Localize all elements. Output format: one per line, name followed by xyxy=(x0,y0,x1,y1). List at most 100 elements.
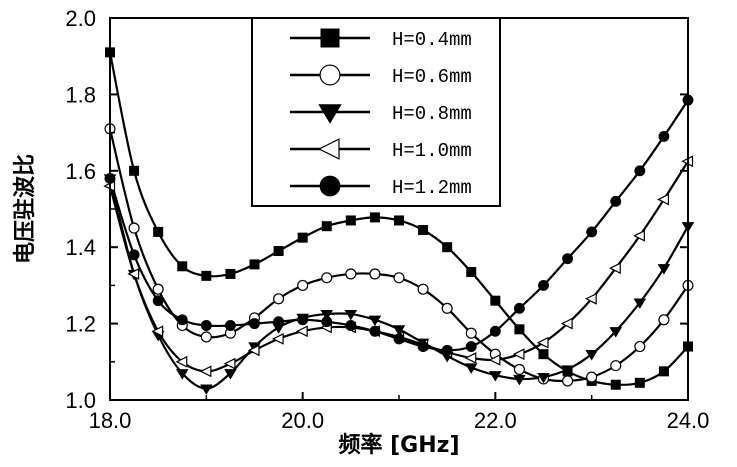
data-point xyxy=(537,372,550,384)
legend-marker-5 xyxy=(319,175,341,197)
data-point xyxy=(418,225,429,236)
data-point xyxy=(513,363,525,375)
data-point xyxy=(658,366,669,377)
data-point xyxy=(441,302,453,314)
data-point xyxy=(610,360,622,372)
data-point xyxy=(513,374,526,386)
data-point xyxy=(465,327,477,339)
legend-label-1: H=0.4mm xyxy=(392,29,472,51)
legend-marker-1 xyxy=(320,28,340,48)
x-tick-label: 24.0 xyxy=(667,408,710,433)
x-tick-label: 18.0 xyxy=(89,408,132,433)
data-point xyxy=(657,193,670,206)
data-point xyxy=(368,315,382,327)
data-point xyxy=(223,357,236,370)
data-point xyxy=(633,229,645,242)
data-point xyxy=(586,226,598,238)
data-point xyxy=(489,325,501,337)
data-point xyxy=(514,324,525,335)
data-point xyxy=(466,267,477,278)
data-point xyxy=(512,348,525,361)
data-point xyxy=(151,325,164,338)
data-point xyxy=(345,215,356,226)
data-point xyxy=(201,270,212,281)
data-point xyxy=(538,349,549,360)
y-tick-label: 1.2 xyxy=(65,312,96,337)
data-point xyxy=(464,352,477,364)
data-point xyxy=(586,371,598,383)
data-point xyxy=(585,350,598,361)
data-point xyxy=(297,314,309,326)
data-point xyxy=(177,261,188,272)
data-point xyxy=(658,130,670,142)
data-point xyxy=(273,316,285,328)
data-point xyxy=(394,215,404,226)
x-tick-label: 20.0 xyxy=(281,408,324,433)
data-point xyxy=(297,279,309,291)
data-point xyxy=(584,292,597,305)
legend-label-3: H=0.8mm xyxy=(392,103,472,125)
data-point xyxy=(417,283,429,295)
x-axis-label: 频率 [GHz] xyxy=(338,432,459,458)
legend-label-2: H=0.6mm xyxy=(392,66,472,88)
data-point xyxy=(634,377,645,388)
data-point xyxy=(153,226,164,237)
data-point xyxy=(152,295,164,307)
data-point xyxy=(464,363,478,374)
legend-label-4: H=1.0mm xyxy=(392,140,472,162)
data-point xyxy=(176,314,188,326)
data-point xyxy=(465,341,477,352)
data-point xyxy=(175,355,188,368)
data-point xyxy=(345,268,357,280)
data-point xyxy=(657,264,671,275)
series-line-3 xyxy=(108,178,689,390)
legend-marker-4 xyxy=(317,138,340,160)
axis-ticks xyxy=(109,17,689,401)
data-point xyxy=(321,272,333,284)
data-point xyxy=(610,195,622,207)
data-point xyxy=(224,369,237,380)
data-point xyxy=(175,369,189,380)
data-point xyxy=(392,325,406,336)
data-point xyxy=(560,317,573,330)
data-point xyxy=(344,309,358,321)
data-point xyxy=(200,320,212,331)
data-point xyxy=(247,344,260,357)
data-point xyxy=(513,302,525,314)
tick-labels: 18.0 20.0 22.0 24.0 1.0 1.2 1.4 1.6 1.8 2.0 xyxy=(65,6,709,433)
data-point xyxy=(128,249,140,261)
data-point xyxy=(128,222,140,234)
y-tick-label: 2.0 xyxy=(65,6,96,31)
y-tick-label: 1.4 xyxy=(65,235,96,260)
data-point xyxy=(369,268,381,280)
data-point xyxy=(249,259,260,270)
data-point xyxy=(634,340,646,353)
data-point xyxy=(200,384,213,395)
data-point xyxy=(129,165,140,176)
data-point xyxy=(634,165,646,177)
data-point xyxy=(633,298,647,309)
data-point xyxy=(609,262,621,275)
data-point xyxy=(320,309,334,321)
data-point xyxy=(536,336,549,349)
data-point xyxy=(562,253,574,265)
legend-marker-2 xyxy=(319,64,341,86)
data-point xyxy=(200,331,212,343)
data-point xyxy=(224,320,236,331)
legend: H=0.4mm H=0.6mm H=0.8mm H=1.0mm H=1.2mm xyxy=(251,17,501,207)
data-point xyxy=(393,333,405,345)
data-point xyxy=(610,379,621,390)
data-point xyxy=(489,371,502,382)
data-point xyxy=(369,325,381,337)
data-point xyxy=(271,332,284,345)
data-point xyxy=(609,327,623,338)
data-point xyxy=(442,242,453,253)
data-point xyxy=(345,320,357,331)
data-point xyxy=(321,221,332,232)
data-point xyxy=(199,365,212,378)
data-point xyxy=(562,375,574,387)
y-tick-label: 1.0 xyxy=(65,388,96,413)
data-point xyxy=(490,295,501,306)
y-tick-label: 1.8 xyxy=(65,82,96,107)
